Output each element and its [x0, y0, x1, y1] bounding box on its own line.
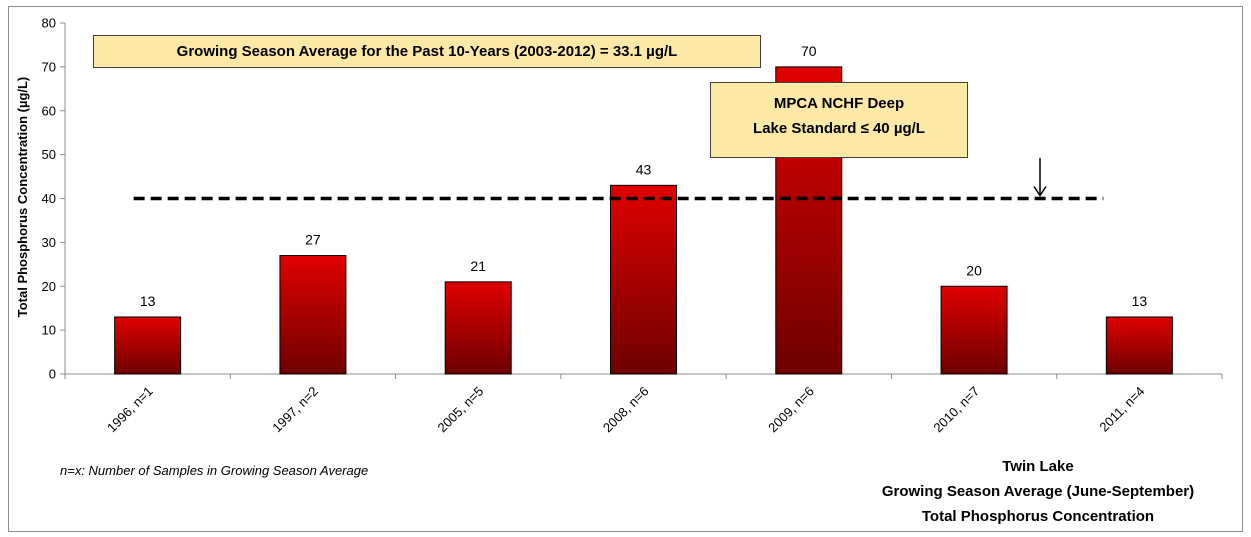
standard-callout-line2: Lake Standard ≤ 40 µg/L: [753, 120, 925, 137]
average-callout: Growing Season Average for the Past 10-Y…: [93, 35, 761, 68]
y-tick-label: 20: [42, 279, 56, 294]
x-category-label: 2011, n=4: [1096, 384, 1147, 435]
axes: 0 10 20 30 40 50 60 70 80: [42, 16, 1223, 382]
callout-arrow-head: [1033, 186, 1047, 197]
x-category-label: 1996, n=1: [104, 384, 156, 436]
bar: [1105, 316, 1173, 375]
y-tick-label: 60: [42, 103, 56, 118]
x-category-label: 2009, n=6: [765, 384, 817, 436]
y-tick-label: 50: [42, 147, 56, 162]
standard-callout: MPCA NCHF Deep Lake Standard ≤ 40 µg/L: [710, 82, 968, 158]
x-category-label: 1997, n=2: [269, 384, 321, 436]
data-label: 21: [470, 258, 486, 274]
data-label: 13: [140, 293, 156, 309]
y-tick-label: 40: [42, 191, 56, 206]
caption-parameter: Total Phosphorus Concentration: [921, 508, 1155, 525]
bar: [444, 281, 512, 375]
y-tick-label: 70: [42, 59, 56, 74]
sample-note: n=x: Number of Samples in Growing Season…: [60, 463, 369, 478]
y-tick-label: 80: [42, 16, 56, 31]
chart-frame: [8, 6, 1243, 532]
data-label: 27: [305, 232, 321, 248]
y-tick-label: 30: [42, 235, 56, 250]
reference-line-group: [133, 158, 1104, 201]
bar: [114, 316, 182, 375]
bar: [610, 184, 677, 375]
y-axis-title: Total Phosphorus Concentration (µg/L): [15, 77, 30, 318]
x-category-label: 2008, n=6: [600, 384, 652, 436]
bar: [940, 285, 1008, 375]
bar: [279, 255, 347, 375]
data-label: 20: [966, 262, 982, 278]
y-tick-label: 10: [42, 323, 56, 338]
bars: [114, 66, 1173, 375]
x-category-label: 2010, n=7: [930, 384, 982, 436]
data-label: 43: [636, 161, 652, 177]
x-category-label: 2005, n=5: [435, 384, 487, 436]
caption-title: Twin Lake: [1002, 458, 1074, 475]
data-label: 13: [1132, 293, 1148, 309]
data-label: 70: [801, 43, 817, 59]
standard-callout-line1: MPCA NCHF Deep: [773, 95, 905, 112]
y-tick-label: 0: [49, 367, 56, 382]
caption-subtitle: Growing Season Average (June-September): [881, 483, 1195, 500]
